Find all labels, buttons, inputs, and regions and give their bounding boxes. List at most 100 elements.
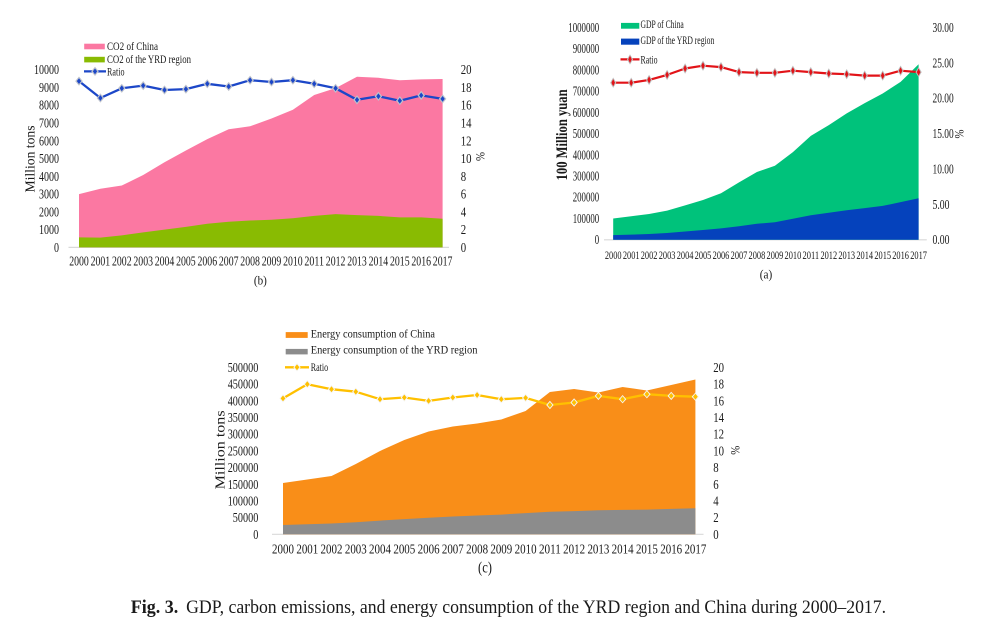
svg-text:10: 10 bbox=[713, 443, 724, 458]
svg-text:150000: 150000 bbox=[228, 477, 259, 492]
svg-text:2006: 2006 bbox=[713, 248, 730, 262]
svg-text:0: 0 bbox=[253, 527, 258, 542]
svg-text:20: 20 bbox=[461, 62, 472, 77]
svg-text:300000: 300000 bbox=[228, 427, 259, 442]
svg-text:%: % bbox=[728, 446, 743, 455]
svg-text:2001: 2001 bbox=[296, 542, 318, 557]
svg-text:2014: 2014 bbox=[612, 542, 634, 557]
svg-text:GDP, carbon emissions, and ene: GDP, carbon emissions, and energy consum… bbox=[186, 598, 886, 618]
svg-text:4000: 4000 bbox=[39, 169, 59, 184]
svg-text:2016: 2016 bbox=[411, 253, 431, 268]
svg-text:CO2 of China: CO2 of China bbox=[107, 40, 158, 53]
svg-text:2005: 2005 bbox=[176, 253, 196, 268]
svg-text:18: 18 bbox=[713, 377, 724, 392]
svg-text:600000: 600000 bbox=[573, 105, 600, 120]
svg-text:20: 20 bbox=[713, 360, 724, 375]
svg-text:5000: 5000 bbox=[39, 151, 59, 166]
svg-text:25.00: 25.00 bbox=[933, 55, 954, 70]
svg-text:12: 12 bbox=[713, 427, 724, 442]
svg-text:2005: 2005 bbox=[695, 248, 712, 262]
svg-text:2002: 2002 bbox=[321, 542, 343, 557]
svg-text:500000: 500000 bbox=[573, 126, 600, 141]
svg-text:Million tons: Million tons bbox=[23, 126, 38, 193]
svg-text:2003: 2003 bbox=[659, 248, 676, 262]
svg-text:10.00: 10.00 bbox=[933, 161, 954, 176]
svg-text:0: 0 bbox=[595, 232, 600, 247]
svg-text:2004: 2004 bbox=[155, 253, 175, 268]
svg-text:2002: 2002 bbox=[112, 253, 132, 268]
svg-text:500000: 500000 bbox=[228, 360, 259, 375]
svg-text:300000: 300000 bbox=[573, 169, 600, 184]
svg-text:10: 10 bbox=[461, 151, 472, 166]
svg-text:2008: 2008 bbox=[466, 542, 488, 557]
svg-text:2001: 2001 bbox=[91, 253, 111, 268]
svg-text:2007: 2007 bbox=[731, 248, 748, 262]
svg-text:2012: 2012 bbox=[326, 253, 346, 268]
svg-text:4: 4 bbox=[713, 493, 719, 508]
svg-text:700000: 700000 bbox=[573, 84, 600, 99]
svg-text:450000: 450000 bbox=[228, 377, 259, 392]
svg-text:2004: 2004 bbox=[677, 248, 694, 262]
svg-text:2015: 2015 bbox=[390, 253, 410, 268]
svg-text:2011: 2011 bbox=[539, 542, 561, 557]
svg-text:Energy consumption of the YRD: Energy consumption of the YRD region bbox=[311, 343, 478, 356]
svg-text:2010: 2010 bbox=[515, 542, 537, 557]
svg-text:18: 18 bbox=[461, 80, 472, 95]
svg-text:3000: 3000 bbox=[39, 187, 59, 202]
svg-text:2016: 2016 bbox=[660, 542, 682, 557]
svg-text:2000: 2000 bbox=[605, 248, 622, 262]
svg-text:2013: 2013 bbox=[587, 542, 609, 557]
svg-text:400000: 400000 bbox=[228, 393, 259, 408]
svg-text:2015: 2015 bbox=[874, 248, 891, 262]
svg-text:800000: 800000 bbox=[573, 62, 600, 77]
svg-text:(c): (c) bbox=[478, 560, 492, 577]
svg-text:200000: 200000 bbox=[228, 460, 259, 475]
svg-text:2009: 2009 bbox=[262, 253, 282, 268]
svg-text:2003: 2003 bbox=[133, 253, 153, 268]
svg-text:7000: 7000 bbox=[39, 116, 59, 131]
svg-text:Ratio: Ratio bbox=[311, 361, 329, 374]
svg-text:2016: 2016 bbox=[892, 248, 909, 262]
svg-text:8: 8 bbox=[713, 460, 719, 475]
svg-text:2013: 2013 bbox=[347, 253, 367, 268]
svg-text:16: 16 bbox=[461, 98, 472, 113]
svg-text:Energy consumption of China: Energy consumption of China bbox=[311, 328, 435, 341]
svg-text:8: 8 bbox=[461, 169, 467, 184]
svg-text:2: 2 bbox=[713, 510, 718, 525]
svg-text:5.00: 5.00 bbox=[933, 197, 950, 212]
svg-text:2009: 2009 bbox=[767, 248, 784, 262]
svg-text:14: 14 bbox=[713, 410, 724, 425]
svg-text:%: % bbox=[473, 152, 488, 161]
svg-text:6000: 6000 bbox=[39, 133, 59, 148]
svg-text:100 Million yuan: 100 Million yuan bbox=[554, 89, 571, 180]
svg-text:1000: 1000 bbox=[39, 222, 59, 237]
svg-text:2017: 2017 bbox=[433, 253, 453, 268]
svg-text:2012: 2012 bbox=[563, 542, 585, 557]
svg-text:10000: 10000 bbox=[34, 62, 59, 77]
svg-text:12: 12 bbox=[461, 133, 472, 148]
svg-text:6: 6 bbox=[713, 477, 719, 492]
svg-text:2004: 2004 bbox=[369, 542, 391, 557]
svg-text:6: 6 bbox=[461, 187, 467, 202]
svg-text:(b): (b) bbox=[254, 273, 267, 288]
svg-text:2003: 2003 bbox=[345, 542, 367, 557]
svg-text:15.00: 15.00 bbox=[933, 126, 954, 141]
svg-text:0: 0 bbox=[461, 240, 467, 255]
svg-text:2011: 2011 bbox=[802, 248, 819, 262]
svg-text:900000: 900000 bbox=[573, 41, 600, 56]
svg-text:2012: 2012 bbox=[820, 248, 837, 262]
svg-text:2001: 2001 bbox=[623, 248, 640, 262]
svg-text:2000: 2000 bbox=[69, 253, 89, 268]
svg-text:1000000: 1000000 bbox=[568, 20, 599, 35]
svg-text:14: 14 bbox=[461, 116, 472, 131]
svg-text:50000: 50000 bbox=[233, 510, 259, 525]
svg-text:2011: 2011 bbox=[304, 253, 324, 268]
svg-text:Ratio: Ratio bbox=[107, 65, 125, 78]
svg-text:200000: 200000 bbox=[573, 190, 600, 205]
svg-text:4: 4 bbox=[461, 204, 467, 219]
svg-text:2017: 2017 bbox=[684, 542, 706, 557]
svg-text:100000: 100000 bbox=[228, 493, 259, 508]
svg-text:2006: 2006 bbox=[418, 542, 440, 557]
svg-text:30.00: 30.00 bbox=[933, 20, 954, 35]
svg-text:16: 16 bbox=[713, 393, 724, 408]
